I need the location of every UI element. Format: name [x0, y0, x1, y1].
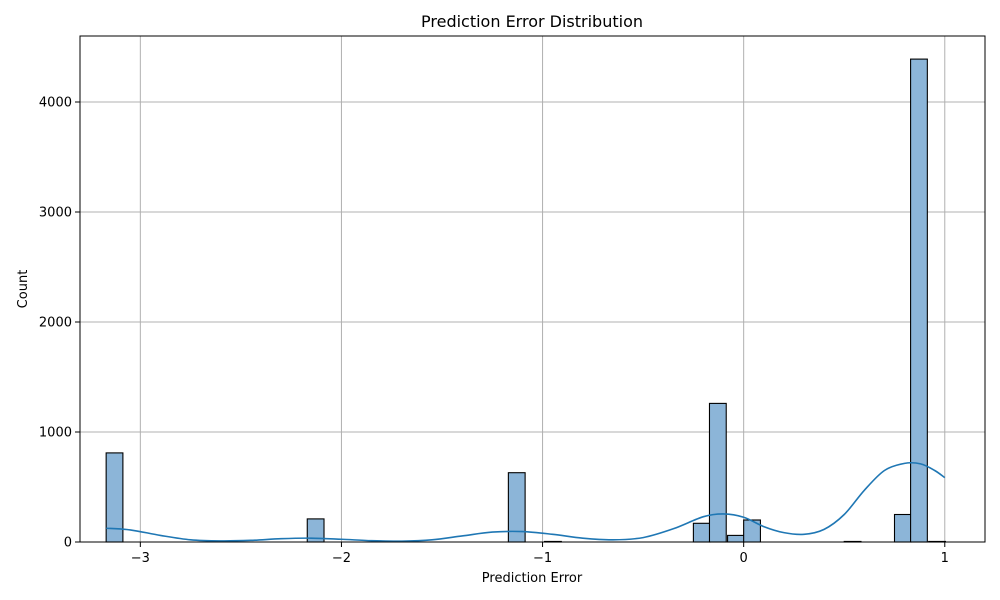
y-tick-label: 1000 — [39, 426, 72, 441]
plot-frame — [79, 35, 986, 543]
histogram-bar — [727, 534, 745, 543]
x-tick-label: −2 — [332, 551, 351, 566]
kde-curve — [106, 461, 946, 542]
y-tick-label: 3000 — [39, 206, 72, 221]
x-tick-label: 1 — [941, 551, 949, 566]
y-tick-label: 2000 — [39, 316, 72, 331]
x-axis-ticks: −3 −2 −1 0 1 — [131, 542, 949, 566]
grid-lines — [80, 36, 985, 543]
y-axis-label: Count — [16, 270, 31, 309]
x-axis-label: Prediction Error — [482, 571, 583, 586]
x-tick-label: 0 — [740, 551, 748, 566]
y-tick-label: 4000 — [39, 96, 72, 111]
chart-title: Prediction Error Distribution — [421, 12, 643, 31]
histogram-bar — [708, 402, 727, 543]
histogram-bar — [893, 513, 912, 543]
x-tick-label: −3 — [131, 551, 150, 566]
histogram-bars — [105, 58, 946, 543]
x-tick-label: −1 — [533, 551, 552, 566]
histogram-bar — [910, 58, 928, 543]
histogram-bar — [692, 522, 711, 543]
y-tick-label: 0 — [64, 536, 72, 551]
y-axis-ticks: 0 1000 2000 3000 4000 — [39, 96, 80, 551]
